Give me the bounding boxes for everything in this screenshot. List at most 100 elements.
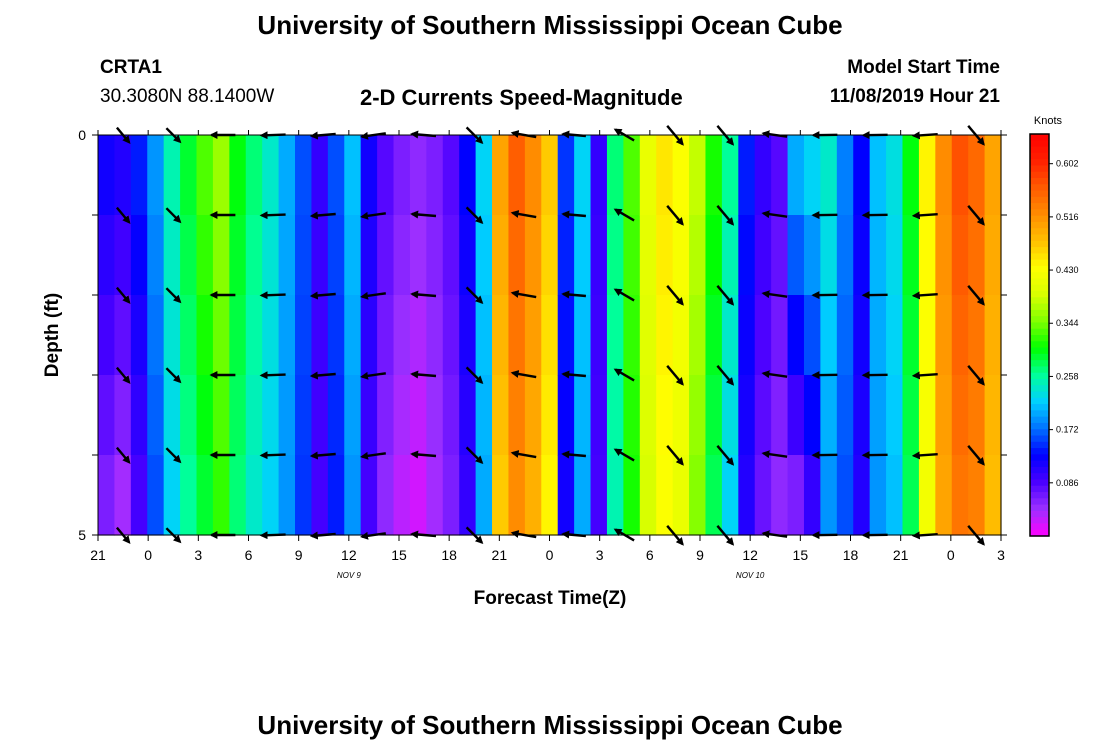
heatmap-cell [771,375,789,456]
heatmap-cell [639,215,657,296]
current-vector [465,286,484,305]
colorbar-segment [1030,504,1049,512]
heatmap-cell [590,455,608,536]
heatmap-cell [754,295,772,376]
heatmap-cell [541,215,559,296]
current-vector [259,451,286,460]
heatmap-cell [574,215,592,296]
heatmap-cell [656,295,674,376]
colorbar-tick-label: 0.172 [1056,425,1079,435]
heatmap-cell [311,455,329,536]
heatmap-cell [836,295,854,376]
colorbar-segment [1030,397,1049,405]
colorbar-segment [1030,328,1049,336]
heatmap-cell [524,375,542,456]
heatmap-cell [803,135,821,216]
heatmap-cell [475,455,493,536]
heatmap-cell [229,135,247,216]
heatmap-cell [459,135,477,216]
colorbar-segment [1030,523,1049,531]
colorbar-segment [1030,466,1049,474]
heatmap-cell [886,455,904,536]
heatmap-cell [409,295,427,376]
heatmap-cell [114,375,132,456]
heatmap-cell [853,455,871,536]
heatmap-cell [212,295,230,376]
heatmap-cell [541,135,559,216]
heatmap-cell [98,215,116,296]
heatmap-cell [771,215,789,296]
colorbar-segment [1030,240,1049,248]
heatmap-cell [442,135,460,216]
heatmap-cell [820,135,838,216]
heatmap-cell [951,215,969,296]
heatmap-cell [918,295,936,376]
heatmap-cell [212,135,230,216]
heatmap-cell [262,375,280,456]
heatmap-cell [836,215,854,296]
heatmap-cell [721,135,739,216]
heatmap-cell [344,135,362,216]
heatmap-cell [803,215,821,296]
heatmap-cell [147,215,165,296]
heatmap-cell [278,455,296,536]
heatmap-cell [163,295,181,376]
heatmap-cell [754,215,772,296]
heatmap-cell [606,135,624,216]
heatmap-cell [327,135,345,216]
heatmap-cell [163,375,181,456]
heatmap-cell [147,295,165,376]
current-vector [613,288,635,302]
colorbar-segment [1030,366,1049,374]
heatmap-cell [918,455,936,536]
heatmap-cell [623,135,641,216]
current-vector [165,367,182,384]
heatmap-cell [590,295,608,376]
heatmap-cell [935,215,953,296]
heatmap-cell [721,375,739,456]
heatmap-cell [180,215,198,296]
colorbar-segment [1030,171,1049,179]
heatmap-cell [262,295,280,376]
heatmap-cell [557,455,575,536]
heatmap-cell [524,295,542,376]
heatmap-cell [409,455,427,536]
heatmap-cell [360,295,378,376]
current-vector [761,450,788,459]
x-axis-label: Forecast Time(Z) [474,588,627,609]
current-vector [967,445,985,466]
heatmap-cell [245,295,263,376]
heatmap-cell [360,375,378,456]
colorbar-segment [1030,152,1049,160]
heatmap-cell [935,375,953,456]
current-vector [716,285,735,306]
y-tick-label: 5 [78,527,86,543]
heatmap-cell [590,375,608,456]
heatmap-cell [738,375,756,456]
heatmap-cell [574,135,592,216]
heatmap-cell [771,135,789,216]
heatmap-cell [98,295,116,376]
current-vector [911,371,938,380]
heatmap-cell [639,455,657,536]
colorbar-segment [1030,498,1049,506]
heatmap-cell [426,215,444,296]
heatmap-cell [557,295,575,376]
current-vector [716,365,735,386]
heatmap-cell [229,455,247,536]
x-tick-label: 18 [843,547,859,563]
current-vector [911,291,938,300]
colorbar-segment [1030,529,1049,537]
colorbar-segment [1030,291,1049,298]
current-vector [561,290,587,299]
heatmap-cell [902,295,920,376]
heatmap-cell [853,375,871,456]
current-vector [911,211,938,220]
heatmap-cell [541,295,559,376]
heatmap-cell [574,295,592,376]
colorbar-segment [1030,134,1049,141]
heatmap-cell [344,215,362,296]
current-vector [360,371,386,380]
heatmap-cell [524,215,542,296]
heatmap-cell [295,375,313,456]
